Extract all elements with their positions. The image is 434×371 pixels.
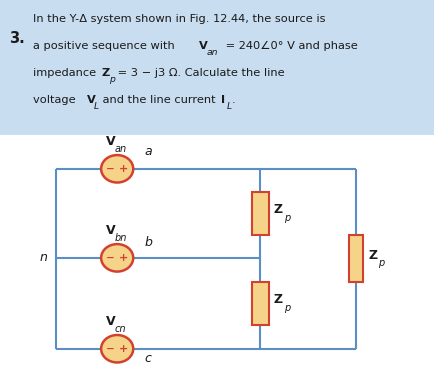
Text: c: c: [144, 352, 151, 365]
Text: impedance: impedance: [33, 68, 99, 78]
Text: +: +: [119, 344, 128, 354]
Text: Z: Z: [274, 293, 283, 306]
Text: V: V: [199, 41, 207, 51]
Text: p: p: [284, 303, 290, 313]
Text: a positive sequence with: a positive sequence with: [33, 41, 178, 51]
Text: an: an: [207, 48, 218, 57]
Text: −: −: [106, 253, 115, 263]
Text: p: p: [109, 75, 115, 84]
Text: = 240∠0° V and phase: = 240∠0° V and phase: [222, 41, 358, 51]
Text: L: L: [227, 102, 232, 111]
Text: V: V: [87, 95, 95, 105]
Text: −: −: [106, 164, 115, 174]
Text: p: p: [378, 258, 385, 268]
Text: Z: Z: [102, 68, 110, 78]
Text: Z: Z: [368, 249, 377, 262]
Text: V: V: [106, 135, 116, 148]
Bar: [349, 235, 363, 282]
Text: In the Y-Δ system shown in Fig. 12.44, the source is: In the Y-Δ system shown in Fig. 12.44, t…: [33, 14, 325, 24]
Text: −: −: [106, 344, 115, 354]
Text: V: V: [106, 315, 116, 328]
Text: voltage: voltage: [33, 95, 79, 105]
Bar: [252, 282, 269, 325]
Text: bn: bn: [115, 233, 128, 243]
Text: cn: cn: [115, 324, 126, 334]
Text: and the line current: and the line current: [99, 95, 219, 105]
Text: +: +: [119, 253, 128, 263]
Text: I: I: [221, 95, 226, 105]
Text: V: V: [106, 224, 116, 237]
Text: +: +: [119, 164, 128, 174]
Circle shape: [101, 244, 133, 272]
Text: an: an: [115, 144, 127, 154]
Text: b: b: [144, 236, 152, 249]
Text: L: L: [94, 102, 99, 111]
Circle shape: [101, 335, 133, 362]
Bar: [0, 0, 434, 135]
Text: .: .: [231, 95, 235, 105]
Bar: [252, 192, 269, 234]
Text: = 3 − j3 Ω. Calculate the line: = 3 − j3 Ω. Calculate the line: [114, 68, 285, 78]
Text: Z: Z: [274, 203, 283, 216]
Text: a: a: [144, 145, 152, 158]
Text: n: n: [40, 251, 48, 265]
Text: 3.: 3.: [10, 32, 25, 46]
Text: p: p: [284, 213, 290, 223]
Circle shape: [101, 155, 133, 183]
